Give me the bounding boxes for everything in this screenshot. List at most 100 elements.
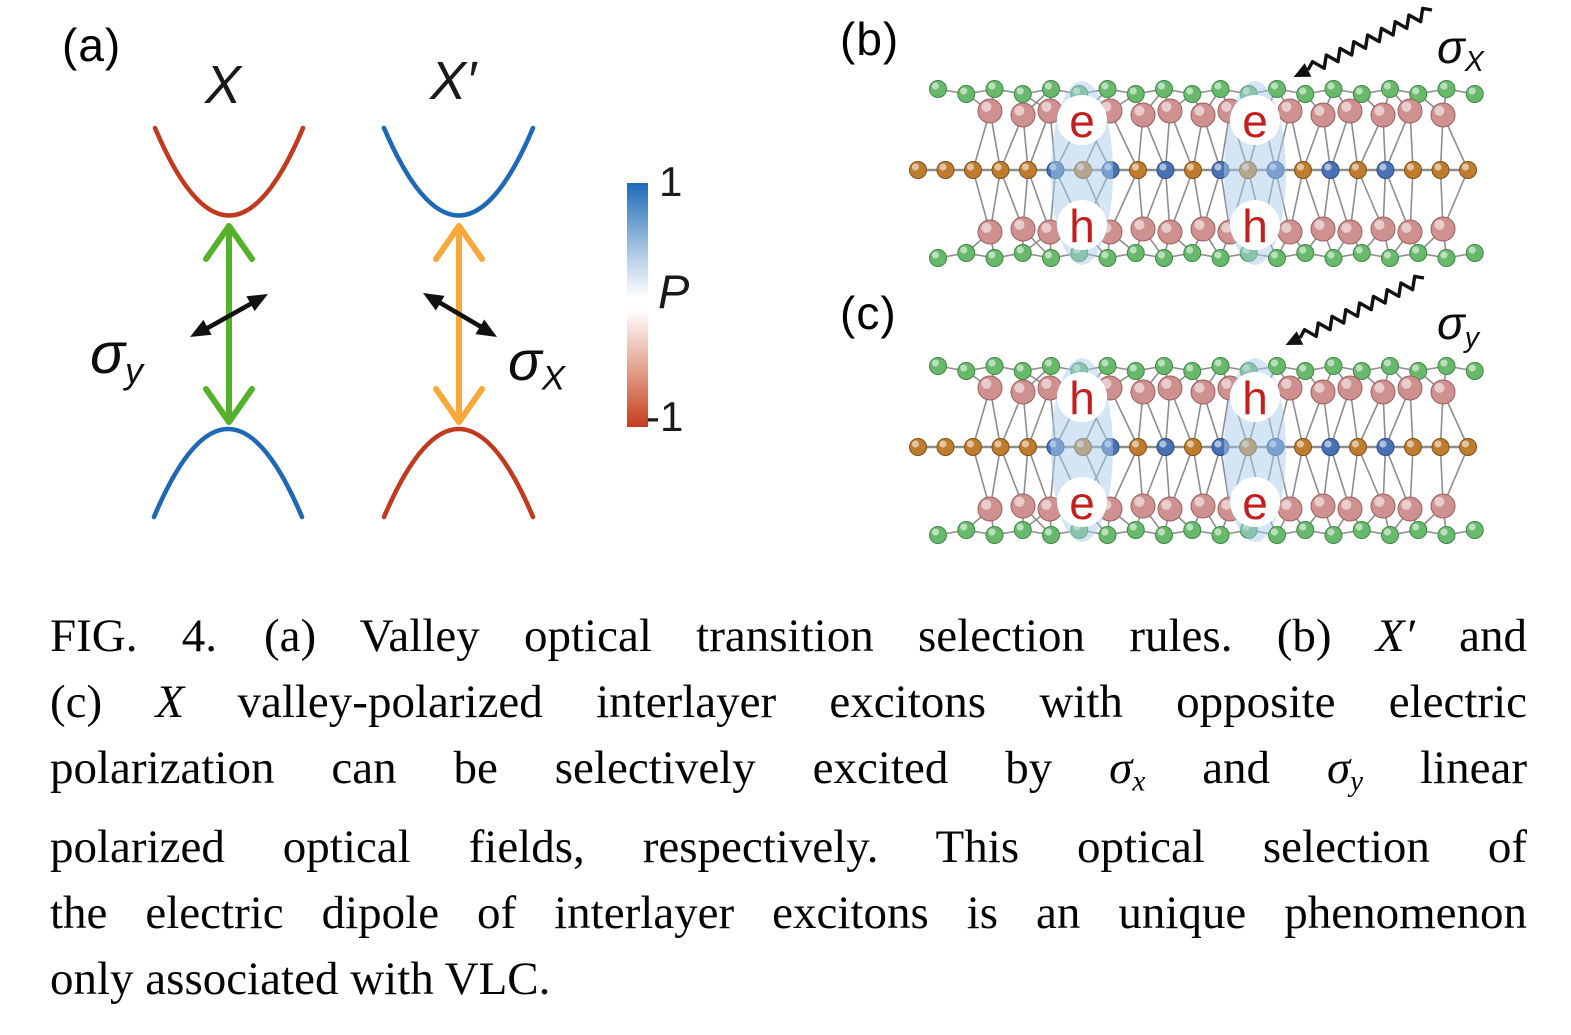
caption-line: polarized optical fields, respectively. … xyxy=(50,814,1527,880)
atom-body xyxy=(1277,496,1303,522)
x-conduction-band xyxy=(152,125,306,218)
atom-highlight xyxy=(1440,82,1448,90)
atom-green xyxy=(1211,526,1230,544)
atom-highlight xyxy=(1159,163,1167,171)
atom-body xyxy=(1324,249,1343,267)
atom-body xyxy=(1183,244,1202,262)
atom-body xyxy=(1437,526,1456,544)
lattice-b: e h e h xyxy=(909,80,1484,267)
atom-highlight xyxy=(988,528,996,536)
atom-highlight xyxy=(1044,528,1053,536)
atom-highlight xyxy=(1374,382,1385,393)
atom-highlight xyxy=(1134,496,1145,507)
atom-body xyxy=(1310,216,1336,242)
valley-x-label: X xyxy=(205,55,242,115)
atom-highlight xyxy=(1221,222,1232,233)
atom-body xyxy=(1184,438,1202,456)
atom-highlight xyxy=(1129,87,1137,95)
atom-body xyxy=(1130,216,1156,242)
atom-pink xyxy=(1397,496,1423,522)
atom-highlight xyxy=(1194,496,1205,507)
atom-body xyxy=(1126,521,1145,539)
atom-body xyxy=(977,219,1003,245)
atom-body xyxy=(929,80,947,98)
atom-body xyxy=(1211,80,1230,98)
atom-pink xyxy=(1430,493,1456,519)
caption-text: polarized optical fields, respectively. … xyxy=(50,821,1527,874)
atom-pink xyxy=(1157,219,1183,245)
atom-body xyxy=(1310,379,1336,405)
atom-blue xyxy=(1156,438,1175,456)
atom-highlight xyxy=(1434,219,1445,230)
exciton-label: e xyxy=(1242,477,1268,529)
atom-highlight xyxy=(1406,163,1415,171)
atom-green xyxy=(1352,85,1371,103)
atom-body xyxy=(1268,526,1286,544)
atom-highlight xyxy=(1341,222,1352,233)
atom-highlight xyxy=(1355,364,1363,372)
atom-pink xyxy=(1370,493,1396,519)
atom-pink xyxy=(1130,493,1156,519)
atom-highlight xyxy=(1041,499,1052,510)
atom-green xyxy=(1296,362,1315,380)
atom-highlight xyxy=(1161,101,1172,112)
atom-highlight xyxy=(1157,251,1166,259)
atom-body xyxy=(985,526,1004,544)
atom-highlight xyxy=(1214,163,1222,171)
atom-highlight xyxy=(1324,163,1332,171)
atom-highlight xyxy=(1461,440,1470,448)
atom-green xyxy=(1268,357,1286,375)
atom-highlight xyxy=(981,101,992,112)
atom-green xyxy=(1013,521,1032,539)
atom-body xyxy=(1211,357,1230,375)
atom-pink xyxy=(1310,493,1336,519)
polarization-colorbar xyxy=(627,183,648,427)
atom-body xyxy=(1157,98,1183,124)
atom-body xyxy=(1183,85,1202,103)
atom-highlight xyxy=(1341,101,1352,112)
atom-highlight xyxy=(1434,382,1445,393)
atom-highlight xyxy=(1041,378,1052,389)
atom-highlight xyxy=(931,359,940,367)
atom-body xyxy=(1296,244,1315,262)
atom-highlight xyxy=(1270,359,1279,367)
atom-green xyxy=(1098,526,1117,544)
atom-highlight xyxy=(1355,523,1363,531)
caption-math: σ xyxy=(1326,742,1351,794)
atom-body xyxy=(1130,493,1156,519)
exciton-label: e xyxy=(1242,95,1268,147)
atom-highlight xyxy=(1379,440,1387,448)
atom-pink xyxy=(1430,102,1456,128)
sigma-x-label: σX xyxy=(508,329,565,398)
atom-highlight xyxy=(994,163,1002,171)
atom-body xyxy=(1459,161,1477,179)
atom-green xyxy=(1183,362,1202,380)
atom-body xyxy=(991,161,1010,179)
atom-body xyxy=(957,362,976,380)
atom-body xyxy=(909,438,927,456)
atom-body xyxy=(985,80,1004,98)
atom-body xyxy=(1465,244,1484,262)
atom-highlight xyxy=(1324,440,1332,448)
atom-green xyxy=(1155,80,1173,98)
atom-body xyxy=(1310,493,1336,519)
atom-highlight xyxy=(1157,359,1166,367)
exciton-badge xyxy=(1057,200,1107,250)
atom-body xyxy=(1183,521,1202,539)
atom-highlight xyxy=(1021,163,1030,171)
atom-green xyxy=(1042,80,1060,98)
atom-orange xyxy=(991,438,1010,456)
atom-highlight xyxy=(1434,440,1442,448)
atom-body xyxy=(1013,85,1032,103)
atom-body xyxy=(1296,521,1315,539)
atom-highlight xyxy=(988,359,996,367)
atom-body xyxy=(1294,161,1312,179)
atom-body xyxy=(1352,521,1371,539)
atom-green xyxy=(1324,80,1343,98)
band-diagram xyxy=(151,125,536,520)
atom-highlight xyxy=(1281,499,1292,510)
atom-green xyxy=(1352,362,1371,380)
atom-green xyxy=(1437,249,1456,267)
atom-highlight xyxy=(1468,87,1476,95)
caption-line: only associated with VLC. xyxy=(50,946,1527,1012)
